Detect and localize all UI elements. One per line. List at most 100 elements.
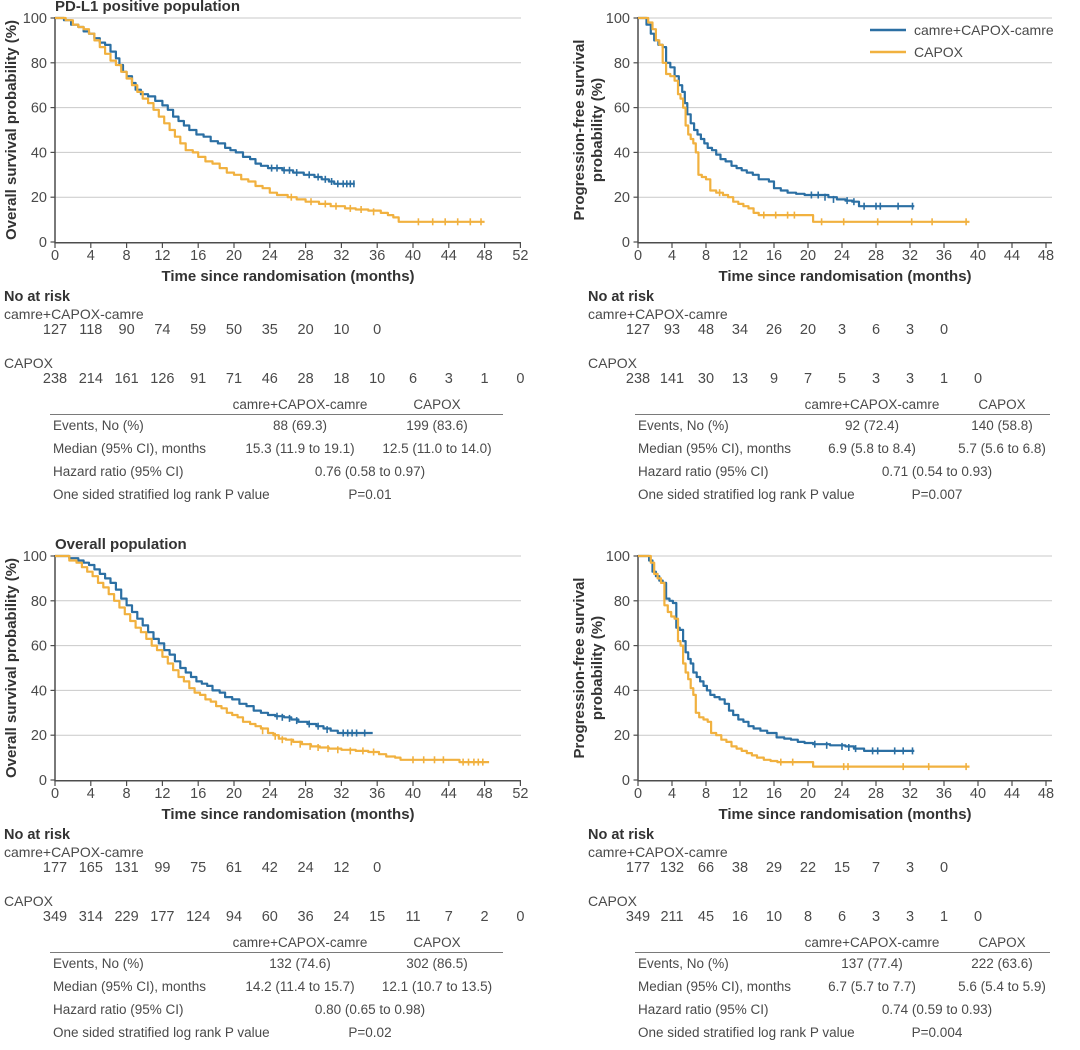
risk-count: 24 [333,909,350,925]
risk-count: 0 [516,371,525,387]
censor-marks-camre [813,740,914,755]
x-tick-label: 44 [1004,786,1020,802]
x-tick-label: 28 [298,786,314,802]
risk-count: 0 [973,371,983,387]
risk-count: 0 [939,322,949,338]
km-chart-svg: 0 4 8 12 16 20 24 28 32 36 40 44 48020406080100Time … [571,11,1054,285]
panel-pfs-pdl1-positive: 0 4 8 12 16 20 24 28 32 36 40 44 48 0 20 40 60 80 100 Time … [540,0,1080,525]
x-tick-label: 0 [51,786,59,802]
risk-count: 94 [225,909,243,925]
x-tick-label: 44 [1004,248,1020,264]
stats-row-label: Hazard ratio (95% CI) [53,1002,184,1017]
risk-count: 7 [803,371,813,387]
risk-count: 13 [731,371,749,387]
x-tick-label: 20 [800,786,816,802]
x-tick-label: 4 [668,786,676,802]
y-tick-label: 100 [606,549,630,565]
risk-count: 5 [837,371,847,387]
risk-group-label: CAPOX [4,355,54,371]
risk-count: 131 [114,860,139,876]
risk-count: 229 [114,909,139,925]
risk-count: 74 [154,322,171,338]
risk-table-header: No at risk [588,827,655,843]
risk-count: 126 [150,371,175,387]
survival-curve-capox [55,16,485,223]
stats-value-span: 0.74 (0.59 to 0.93) [881,1002,993,1017]
stats-column-header: camre+CAPOX-camre [804,935,940,950]
x-tick-label: 4 [668,248,676,264]
x-tick-label: 28 [868,786,884,802]
risk-group-label: CAPOX [4,893,54,909]
risk-group-label: CAPOX [588,893,638,909]
stats-row-label: Events, No (%) [638,418,729,433]
x-tick-label: 48 [1038,248,1054,264]
stats-value-span: P=0.004 [911,1025,963,1040]
x-tick-label: 20 [800,248,816,264]
censor-marks-capox [718,189,967,226]
panel-title: PD-L1 positive population [55,0,240,15]
stats-row-label: Events, No (%) [53,956,144,971]
risk-count: 12 [333,860,350,876]
stats-value: 5.6 (5.4 to 5.9) [958,979,1046,994]
risk-count: 42 [261,860,278,876]
stats-value: 302 (86.5) [406,956,468,971]
x-tick-label: 24 [834,248,850,264]
stats-value: 88 (69.3) [272,418,328,433]
stats-value: 132 (74.6) [269,956,331,971]
x-tick-label: 8 [702,786,710,802]
x-tick-label: 4 [87,248,95,264]
x-tick-label: 32 [902,786,918,802]
stats-value: 5.7 (5.6 to 6.8) [958,441,1046,456]
risk-count: 7 [444,909,453,925]
risk-count: 0 [939,860,949,876]
risk-count: 22 [799,860,817,876]
risk-count: 161 [114,371,139,387]
risk-count: 211 [660,909,684,925]
risk-count: 99 [154,860,171,876]
risk-count: 1 [939,909,949,925]
x-tick-label: 8 [123,248,131,264]
x-tick-label: 44 [441,248,457,264]
y-axis-label: Progression-free survival [571,40,588,221]
x-tick-label: 16 [190,248,206,264]
risk-table: No at risk camre+CAPOX-camre 177 165 131 99 75… [0,827,540,935]
risk-count: 10 [765,909,783,925]
risk-count: 11 [405,909,421,925]
y-tick-label: 60 [31,639,47,655]
risk-count: 238 [42,371,68,387]
y-tick-label: 100 [23,549,47,565]
stats-header-rule [50,952,503,953]
x-tick-label: 40 [970,248,986,264]
stats-value-span: P=0.007 [911,487,963,502]
risk-count: 3 [905,860,915,876]
x-tick-label: 16 [766,248,782,264]
y-tick-label: 40 [614,683,630,699]
survival-curve-camre [638,16,915,208]
risk-count: 90 [118,322,135,338]
risk-count: 238 [625,371,651,387]
y-tick-label: 80 [614,56,630,72]
risk-count: 177 [625,860,651,876]
stats-row-label: Events, No (%) [638,956,729,971]
stats-row-label: Median (95% CI), months [53,979,207,994]
risk-count: 61 [225,860,243,876]
x-tick-label: 32 [902,248,918,264]
risk-count: 6 [408,371,418,387]
risk-count: 20 [297,322,314,338]
stats-table: camre+CAPOX-camre CAPOX Events, No (%) 92 (… [540,397,1080,515]
x-tick-label: 48 [477,786,493,802]
risk-table: No at risk camre+CAPOX-camre 127 118 90 74 59 5… [0,289,540,397]
risk-count: 3 [837,322,847,338]
risk-table: No at risk camre+CAPOX-camre 127 93 48 34 26 20… [540,289,1080,397]
risk-count: 2 [480,909,489,925]
risk-count: 6 [871,322,881,338]
risk-count: 141 [659,371,685,387]
stats-value: 6.9 (5.8 to 8.4) [828,441,916,456]
risk-count: 214 [78,371,103,387]
y-axis-label: Progression-free survival [571,578,588,759]
stats-row-label: Median (95% CI), months [53,441,207,456]
risk-count: 132 [659,860,685,876]
risk-group-label: CAPOX [588,355,638,371]
stats-value: 14.2 (11.4 to 15.7) [245,979,355,994]
x-tick-label: 24 [834,786,850,802]
